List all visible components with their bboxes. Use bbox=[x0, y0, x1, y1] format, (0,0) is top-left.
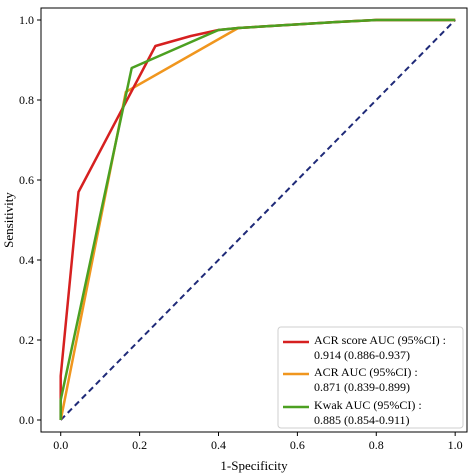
roc-curve-series-2 bbox=[59, 18, 456, 420]
y-tick-label: 0.8 bbox=[19, 93, 34, 107]
y-tick-label: 0.2 bbox=[19, 333, 34, 347]
y-tick-label: 0.0 bbox=[19, 413, 34, 427]
x-tick-label: 0.2 bbox=[132, 438, 147, 452]
chance-reference-line bbox=[60, 19, 456, 421]
y-tick-label: 1.0 bbox=[19, 13, 34, 27]
legend-value-kwak: 0.885 (0.854-0.911) bbox=[314, 413, 410, 427]
y-tick-label: 0.4 bbox=[19, 253, 34, 267]
legend-label-kwak: Kwak AUC (95%CI) : bbox=[314, 398, 422, 412]
roc-curves bbox=[59, 18, 456, 421]
x-axis-label: 1-Specificity bbox=[220, 458, 288, 473]
x-tick-label: 0.0 bbox=[53, 438, 68, 452]
axis-ticks: 0.0 0.2 0.4 0.6 0.8 1.0 0.0 0.2 0.4 0.6 0.8 1.0 bbox=[19, 13, 463, 452]
y-axis-label: Sensitivity bbox=[1, 192, 16, 248]
legend-value-acr: 0.871 (0.839-0.899) bbox=[314, 380, 410, 394]
legend-box bbox=[277, 326, 464, 429]
legend-value-acr-score: 0.914 (0.886-0.937) bbox=[314, 348, 410, 362]
x-tick-label: 0.6 bbox=[290, 438, 305, 452]
legend-label-acr: ACR AUC (95%CI) : bbox=[314, 365, 418, 379]
x-tick-label: 1.0 bbox=[448, 438, 463, 452]
y-tick-label: 0.6 bbox=[19, 173, 34, 187]
legend-label-acr-score: ACR score AUC (95%CI) : bbox=[314, 333, 446, 347]
legend: ACR score AUC (95%CI) : 0.914 (0.886-0.9… bbox=[277, 326, 464, 429]
x-tick-label: 0.4 bbox=[211, 438, 226, 452]
x-tick-label: 0.8 bbox=[369, 438, 384, 452]
